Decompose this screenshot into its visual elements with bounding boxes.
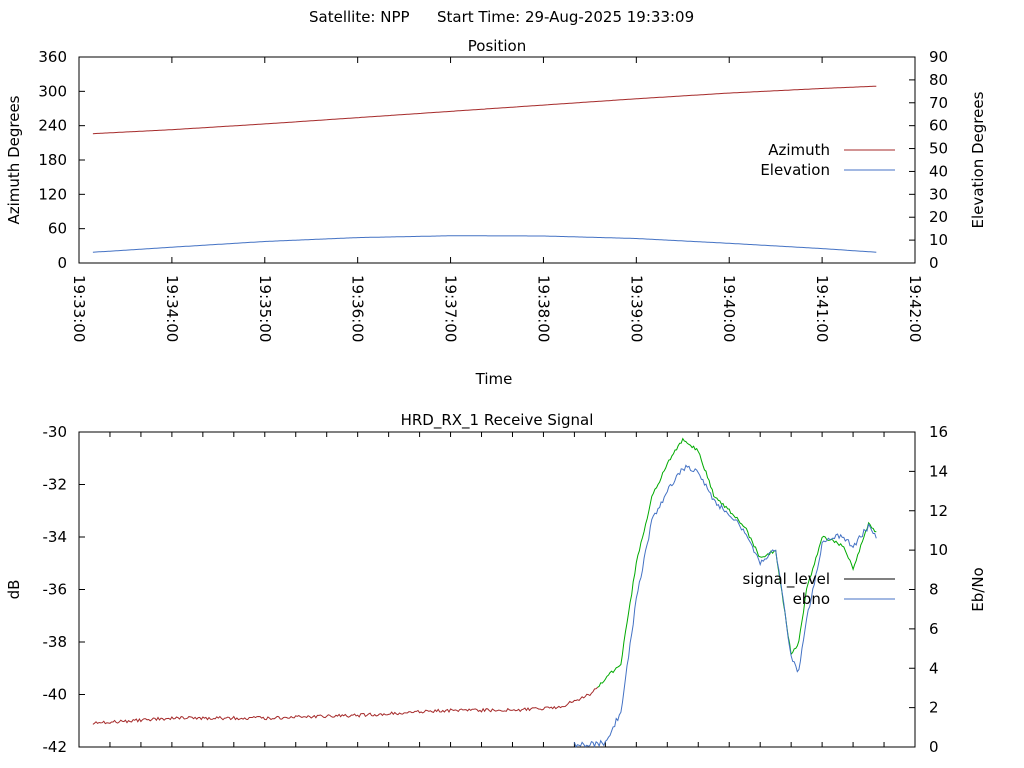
y2-axis-label: Elevation Degrees xyxy=(969,91,987,228)
y-tick-label: -40 xyxy=(43,686,68,704)
y-tick-label: 120 xyxy=(38,185,67,203)
legend-label: signal_level xyxy=(742,570,830,589)
series-line-signal_level-high xyxy=(597,437,877,688)
x-tick-label: 19:33:00 xyxy=(70,275,88,342)
series-line-ebno xyxy=(573,464,877,748)
y2-tick-label: 12 xyxy=(929,502,948,520)
chart-title-2: HRD_RX_1 Receive Signal xyxy=(401,411,594,430)
x-axis-label: Time xyxy=(475,370,513,388)
y-tick-label: -38 xyxy=(43,633,68,651)
y-tick-label: 300 xyxy=(38,82,67,100)
y2-tick-label: 10 xyxy=(929,231,948,249)
y2-tick-label: 90 xyxy=(929,48,948,66)
legend-label: Azimuth xyxy=(768,141,830,159)
legend-label: ebno xyxy=(793,590,830,608)
y2-tick-label: 60 xyxy=(929,117,948,135)
y2-tick-label: 0 xyxy=(929,254,939,272)
y2-tick-label: 4 xyxy=(929,659,939,677)
y2-tick-label: 40 xyxy=(929,162,948,180)
x-tick-label: 19:41:00 xyxy=(813,275,831,342)
y2-tick-label: 50 xyxy=(929,140,948,158)
y-axis-label: Azimuth Degrees xyxy=(5,95,23,224)
y-axis-label: dB xyxy=(5,580,23,600)
x-tick-label: 19:37:00 xyxy=(442,275,460,342)
y2-tick-label: 30 xyxy=(929,185,948,203)
y-tick-label: 240 xyxy=(38,117,67,135)
x-tick-label: 19:40:00 xyxy=(720,275,738,342)
y-tick-label: -32 xyxy=(43,476,68,494)
y-tick-label: -36 xyxy=(43,581,68,599)
series-line-signal_level-low xyxy=(92,686,598,725)
satellite-label: Satellite: NPP xyxy=(309,8,410,26)
plot-frame-2 xyxy=(78,431,916,748)
series-line-Elevation xyxy=(92,235,877,253)
y2-tick-label: 16 xyxy=(929,423,948,441)
y2-tick-label: 0 xyxy=(929,738,939,756)
x-tick-label: 19:35:00 xyxy=(256,275,274,342)
y2-tick-label: 10 xyxy=(929,541,948,559)
y2-tick-label: 20 xyxy=(929,208,948,226)
y2-tick-label: 6 xyxy=(929,620,939,638)
start-time-label: Start Time: 29-Aug-2025 19:33:09 xyxy=(437,8,695,26)
y-tick-label: 360 xyxy=(38,48,67,66)
x-tick-label: 19:34:00 xyxy=(163,275,181,342)
x-tick-label: 19:36:00 xyxy=(349,275,367,342)
y2-axis-label: Eb/No xyxy=(969,567,987,611)
legend-label: Elevation xyxy=(760,161,830,179)
y2-tick-label: 70 xyxy=(929,94,948,112)
plot-frame-1 xyxy=(78,56,916,264)
x-tick-label: 19:38:00 xyxy=(534,275,552,342)
y-tick-label: 180 xyxy=(38,151,67,169)
y2-tick-label: 80 xyxy=(929,71,948,89)
y2-tick-label: 8 xyxy=(929,581,939,599)
chart-title-1: Position xyxy=(468,37,526,55)
y-tick-label: 60 xyxy=(48,220,67,238)
series-line-Azimuth xyxy=(92,85,877,135)
y-tick-label: 0 xyxy=(57,254,67,272)
y-tick-label: -34 xyxy=(43,528,68,546)
x-tick-label: 19:42:00 xyxy=(906,275,924,342)
y2-tick-label: 2 xyxy=(929,699,939,717)
y-tick-label: -30 xyxy=(43,423,68,441)
x-tick-label: 19:39:00 xyxy=(627,275,645,342)
y2-tick-label: 14 xyxy=(929,462,948,480)
y-tick-label: -42 xyxy=(43,738,68,756)
